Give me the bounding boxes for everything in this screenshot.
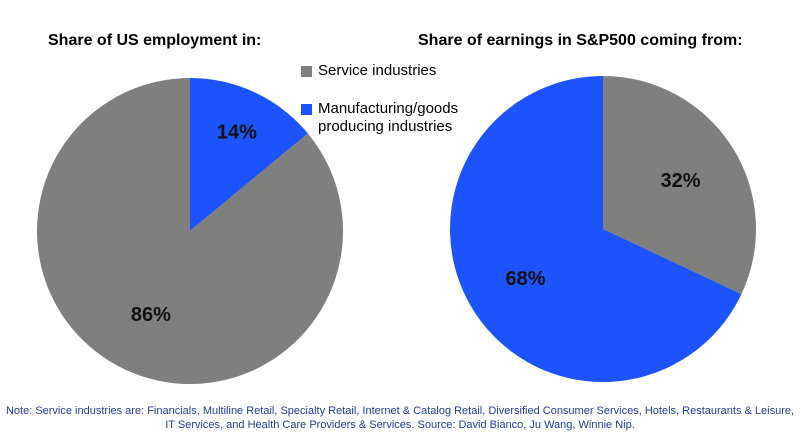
slice-manufacturing-employment-label: 14% [217,121,257,143]
pie-earnings: 32% 68% [450,75,756,382]
chart-title-earnings: Share of earnings in S&P500 coming from: [418,32,743,49]
legend-swatch-manufacturing [301,104,312,115]
slice-service-earnings [603,76,756,295]
legend-item-manufacturing: Manufacturing/goods producing industries [301,100,501,136]
pie-employment: 14% 86% [36,78,343,384]
slice-manufacturing-earnings-label: 68% [505,268,545,290]
footnote: Note: Service industries are: Financials… [5,405,795,431]
chart-title-employment: Share of US employment in: [48,32,262,49]
legend-label-manufacturing: Manufacturing/goods producing industries [318,100,459,135]
slice-service-employment-label: 86% [131,304,171,326]
legend-label-service: Service industries [318,62,437,79]
legend-item-service: Service industries [301,62,436,80]
slice-service-earnings-label: 32% [660,170,700,192]
slice-service-employment [36,78,343,384]
legend-swatch-service [301,66,312,77]
slice-manufacturing-employment [190,78,308,231]
slice-manufacturing-earnings [450,75,742,382]
